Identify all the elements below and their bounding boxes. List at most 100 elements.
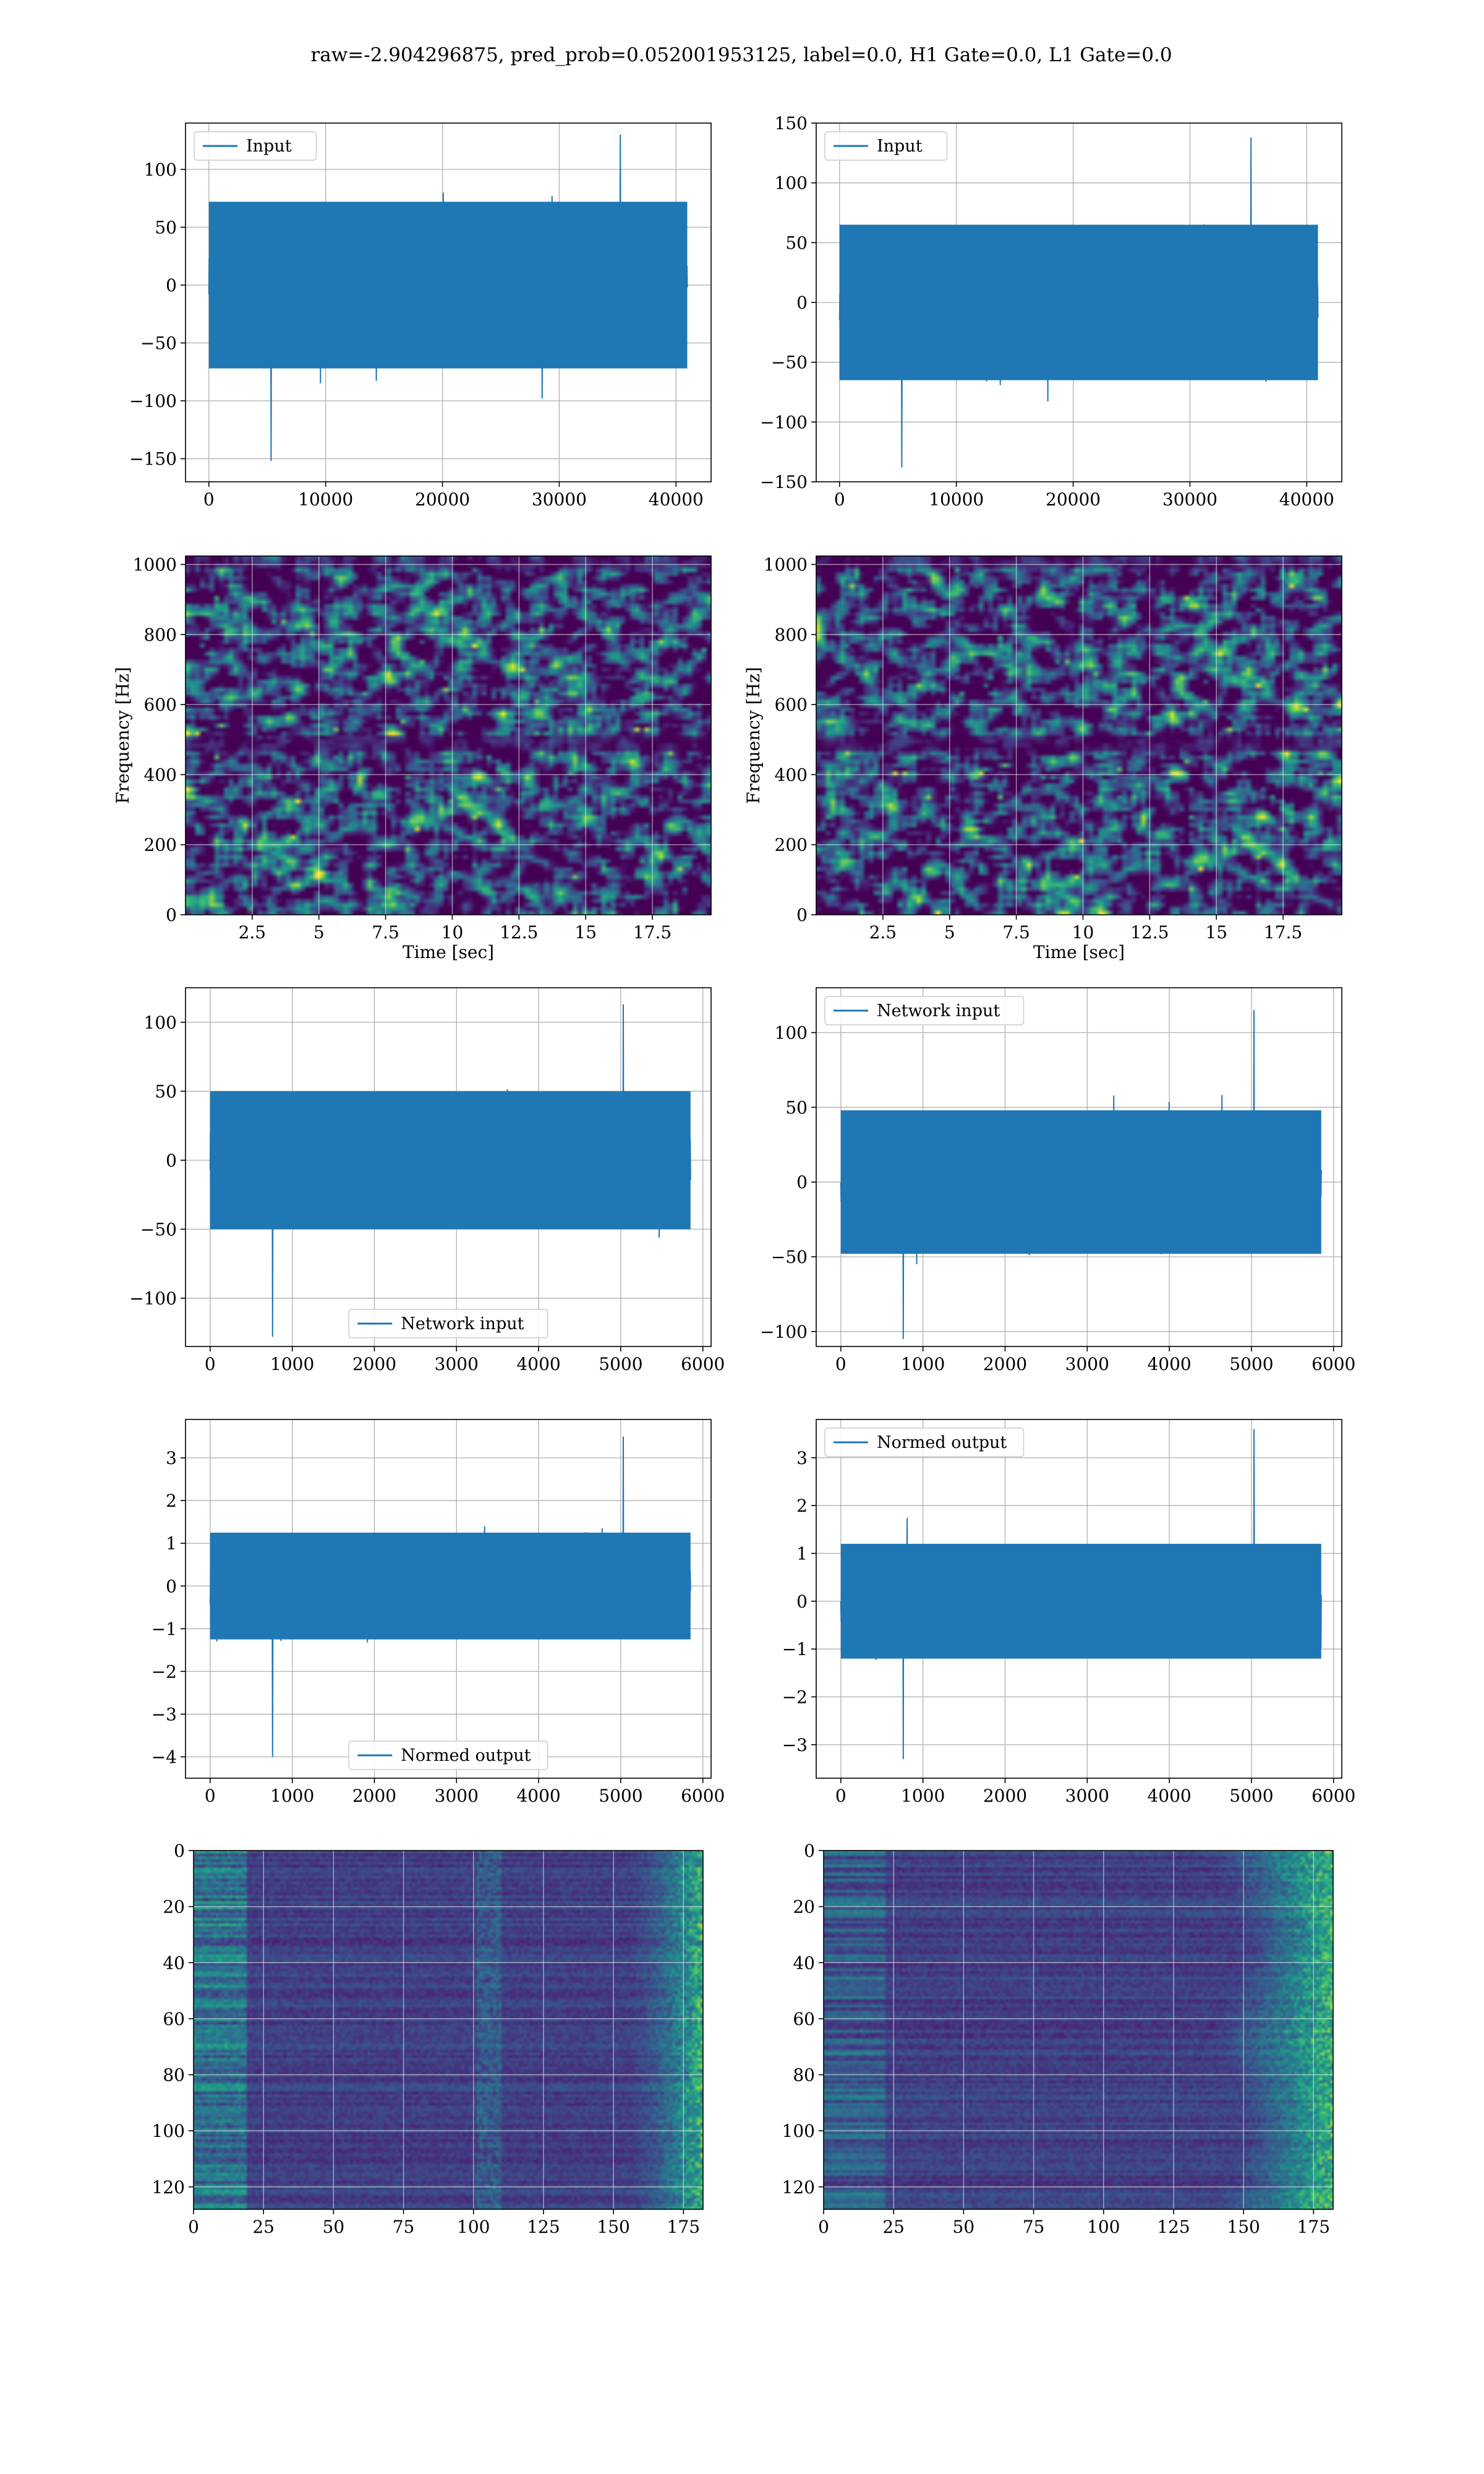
series-band [210,1532,691,1640]
x-tick-label: 125 [527,2217,560,2237]
x-tick-label: 10000 [929,489,984,510]
x-tick-label: 2.5 [869,922,897,943]
legend-frame [824,131,948,161]
x-tick-label: 2000 [983,1786,1027,1806]
panel-9: 0 25 50 75 100 125 150 175 0 20 40 60 80 100 120 [782,1841,1334,2237]
y-tick-label: 400 [775,764,808,785]
x-tick-label: 2000 [352,1786,396,1806]
x-tick-label: 4000 [516,1786,560,1806]
y-tick-label: 60 [793,2009,815,2029]
x-tick-label: 0 [834,489,845,510]
y-tick-label: 120 [782,2177,815,2198]
legend: Network input [824,996,1025,1025]
y-tick-label: −50 [771,1247,808,1267]
y-tick-label: 20 [793,1897,815,1917]
x-tick-label: 50 [323,2217,345,2237]
plot-area [186,988,711,1346]
x-tick-label: 0 [205,1354,216,1374]
axes-frame [816,1419,1342,1779]
heatmap-image [194,1851,703,2209]
series-band [208,202,688,369]
y-tick-label: −100 [760,412,808,432]
x-tick-label: 1000 [901,1354,945,1374]
series-band [839,225,1318,380]
y-tick-label: 1000 [764,555,808,575]
y-tick-label: 200 [144,835,177,855]
y-tick-label: −1 [782,1639,808,1659]
axes-frame [185,555,712,915]
legend-frame [824,1427,1025,1457]
x-tick-label: 75 [393,2217,415,2237]
y-tick-label: 50 [785,233,808,253]
x-tick-label: 0 [188,2217,199,2237]
heatmap-image [824,1851,1333,2209]
x-tick-label: 4000 [516,1354,560,1374]
x-tick-label: 3000 [435,1786,479,1806]
x-tick-label: 150 [597,2217,629,2237]
x-tick-label: 0 [205,1786,216,1806]
x-tick-label: 3000 [435,1354,479,1374]
plot-area [194,1851,703,2209]
plot-area [816,1419,1342,1778]
heatmap-image [186,556,711,915]
legend-frame [348,1309,548,1338]
x-tick-label: 0 [835,1786,846,1806]
x-tick-label: 5000 [1229,1354,1273,1374]
series-band [210,1091,691,1230]
plot-area [816,556,1342,915]
x-axis-label: Time [sec] [1033,942,1125,962]
x-tick-label: 12.5 [1130,922,1169,943]
x-tick-label: 0 [203,489,215,510]
x-tick-label: 40000 [649,489,704,510]
y-tick-label: 0 [796,1591,808,1612]
axes-frame [185,122,712,482]
y-tick-label: 50 [785,1097,808,1118]
x-axis-label: Time [sec] [403,942,494,962]
y-tick-label: 50 [155,1081,177,1102]
x-tick-label: 15 [574,922,597,943]
x-tick-label: 175 [1297,2217,1330,2237]
y-tick-label: −3 [782,1735,808,1755]
series-band [840,1544,1321,1659]
axes-frame [823,1850,1334,2210]
y-tick-label: −100 [129,391,177,411]
plot-area [816,123,1342,482]
panel-7: Normed output 0 1000 2000 3000 4000 5000 6000 3 2… [782,1419,1355,1806]
plot-area [816,988,1342,1346]
plot-area [186,1419,711,1778]
y-tick-label: 100 [144,160,177,180]
x-tick-label: 1000 [270,1354,314,1374]
x-tick-label: 40000 [1279,489,1334,510]
y-tick-label: −3 [151,1704,177,1724]
x-tick-label: 6000 [681,1786,725,1806]
x-tick-label: 6000 [1311,1786,1355,1806]
y-tick-label: 100 [152,2121,185,2141]
legend-frame [348,1740,548,1770]
x-tick-label: 10 [441,922,464,943]
legend-label: Network input [877,1001,1000,1021]
y-tick-label: 400 [144,764,177,785]
x-tick-label: 6000 [681,1354,725,1374]
x-tick-label: 0 [835,1354,846,1374]
x-tick-label: 17.5 [1264,922,1302,943]
x-tick-label: 6000 [1311,1354,1355,1374]
x-tick-label: 0 [818,2217,829,2237]
y-tick-label: 1 [166,1533,177,1554]
legend: Normed output [824,1427,1025,1457]
panel-6: Normed output 0 1000 2000 3000 4000 5000 6000 3 2… [151,1419,725,1806]
x-tick-label: 20000 [415,489,470,510]
y-tick-label: 2 [796,1496,808,1516]
y-tick-label: −150 [129,449,177,469]
x-tick-label: 5 [313,922,325,943]
y-tick-label: −1 [151,1619,177,1639]
legend-label: Input [246,137,292,156]
y-tick-label: 0 [166,1576,177,1596]
y-tick-label: 600 [144,695,177,715]
x-tick-label: 5000 [1229,1786,1273,1806]
y-tick-label: −150 [760,472,808,492]
